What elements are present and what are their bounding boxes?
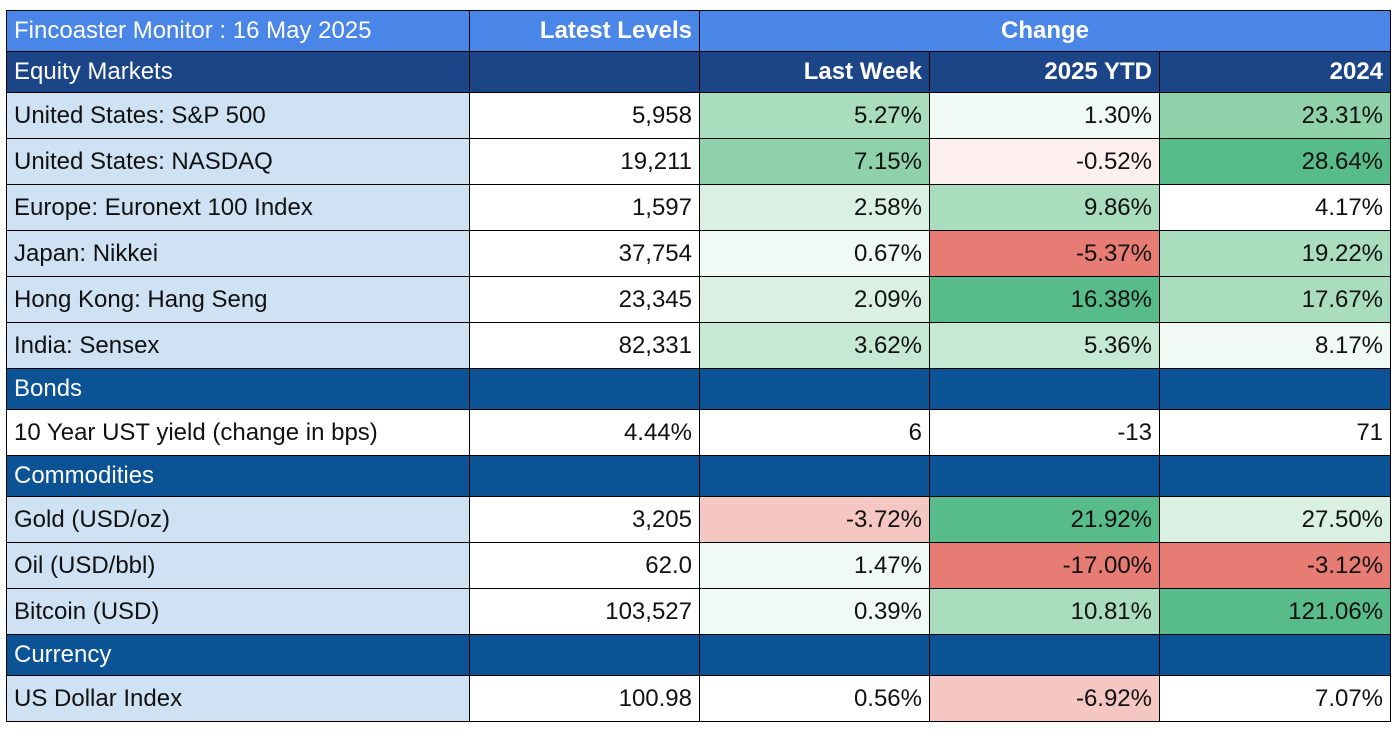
latest-level-value: 100.98 — [469, 675, 700, 722]
col-header-2024: 2024 — [1158, 51, 1392, 93]
last-week-change: 0.39% — [699, 588, 930, 635]
latest-level-value: 37,754 — [469, 230, 700, 277]
year-2024-change: 7.07% — [1158, 675, 1392, 722]
row-label: United States: NASDAQ — [6, 138, 470, 185]
row-label: Oil (USD/bbl) — [6, 542, 470, 589]
table-row: United States: NASDAQ 19,211 7.15% -0.52… — [6, 138, 1392, 185]
section-filler — [469, 455, 700, 497]
section-filler — [699, 455, 930, 497]
latest-levels-header: Latest Levels — [469, 10, 700, 52]
bonds-section-row: Bonds — [6, 368, 1392, 410]
section-filler — [469, 368, 700, 410]
row-label: Bitcoin (USD) — [6, 588, 470, 635]
row-label: India: Sensex — [6, 322, 470, 369]
row-label: Japan: Nikkei — [6, 230, 470, 277]
report-title: Fincoaster Monitor : 16 May 2025 — [6, 10, 470, 52]
ytd-change: -0.52% — [929, 138, 1160, 185]
section-bonds: Bonds — [6, 368, 470, 410]
year-2024-change: 28.64% — [1158, 138, 1392, 185]
section-filler — [1158, 455, 1392, 497]
market-monitor-table: Fincoaster Monitor : 16 May 2025 Latest … — [6, 10, 1392, 722]
latest-level-value: 3,205 — [469, 496, 700, 543]
last-week-change: 7.15% — [699, 138, 930, 185]
table-row: Hong Kong: Hang Seng 23,345 2.09% 16.38%… — [6, 276, 1392, 323]
last-week-change: 0.67% — [699, 230, 930, 277]
section-filler — [929, 455, 1160, 497]
year-2024-change: 23.31% — [1158, 92, 1392, 139]
table-row: Europe: Euronext 100 Index 1,597 2.58% 9… — [6, 184, 1392, 231]
col-header-ytd: 2025 YTD — [929, 51, 1160, 93]
table-row: Japan: Nikkei 37,754 0.67% -5.37% 19.22% — [6, 230, 1392, 277]
last-week-change: 6 — [699, 409, 930, 456]
last-week-change: 0.56% — [699, 675, 930, 722]
year-2024-change: 4.17% — [1158, 184, 1392, 231]
latest-level-value: 4.44% — [469, 409, 700, 456]
row-label: US Dollar Index — [6, 675, 470, 722]
latest-level-value: 1,597 — [469, 184, 700, 231]
year-2024-change: 27.50% — [1158, 496, 1392, 543]
latest-level-value: 5,958 — [469, 92, 700, 139]
ytd-change: 1.30% — [929, 92, 1160, 139]
col-header-last-week: Last Week — [699, 51, 930, 93]
year-2024-change: 19.22% — [1158, 230, 1392, 277]
section-filler — [929, 368, 1160, 410]
ytd-change: 5.36% — [929, 322, 1160, 369]
row-label: Hong Kong: Hang Seng — [6, 276, 470, 323]
row-label: Europe: Euronext 100 Index — [6, 184, 470, 231]
currency-section-row: Currency — [6, 634, 1392, 676]
year-2024-change: 17.67% — [1158, 276, 1392, 323]
equity-section-row: Equity Markets Last Week 2025 YTD 2024 — [6, 51, 1392, 93]
last-week-change: 2.58% — [699, 184, 930, 231]
latest-level-value: 23,345 — [469, 276, 700, 323]
ytd-change: -13 — [929, 409, 1160, 456]
row-label: United States: S&P 500 — [6, 92, 470, 139]
row-label: 10 Year UST yield (change in bps) — [6, 409, 470, 456]
latest-level-value: 62.0 — [469, 542, 700, 589]
ytd-change: -17.00% — [929, 542, 1160, 589]
table-row: India: Sensex 82,331 3.62% 5.36% 8.17% — [6, 322, 1392, 369]
table-row: Bitcoin (USD) 103,527 0.39% 10.81% 121.0… — [6, 588, 1392, 635]
table-row: US Dollar Index 100.98 0.56% -6.92% 7.07… — [6, 675, 1392, 722]
section-filler — [699, 634, 930, 676]
section-filler — [929, 634, 1160, 676]
section-filler — [1158, 368, 1392, 410]
title-row: Fincoaster Monitor : 16 May 2025 Latest … — [6, 10, 1392, 52]
row-label: Gold (USD/oz) — [6, 496, 470, 543]
table-row: Gold (USD/oz) 3,205 -3.72% 21.92% 27.50% — [6, 496, 1392, 543]
last-week-change: 5.27% — [699, 92, 930, 139]
section-filler — [1158, 634, 1392, 676]
ytd-change: 21.92% — [929, 496, 1160, 543]
section-filler — [699, 368, 930, 410]
last-week-change: 1.47% — [699, 542, 930, 589]
year-2024-change: 71 — [1158, 409, 1392, 456]
ytd-change: 9.86% — [929, 184, 1160, 231]
ytd-change: -5.37% — [929, 230, 1160, 277]
latest-level-value: 82,331 — [469, 322, 700, 369]
section-currency: Currency — [6, 634, 470, 676]
last-week-change: -3.72% — [699, 496, 930, 543]
ytd-change: 16.38% — [929, 276, 1160, 323]
year-2024-change: -3.12% — [1158, 542, 1392, 589]
latest-level-value: 19,211 — [469, 138, 700, 185]
year-2024-change: 8.17% — [1158, 322, 1392, 369]
section-commodities: Commodities — [6, 455, 470, 497]
table-row: 10 Year UST yield (change in bps) 4.44% … — [6, 409, 1392, 456]
section-equity-markets: Equity Markets — [6, 51, 470, 93]
ytd-change: 10.81% — [929, 588, 1160, 635]
commodities-section-row: Commodities — [6, 455, 1392, 497]
section-filler — [469, 51, 700, 93]
latest-level-value: 103,527 — [469, 588, 700, 635]
year-2024-change: 121.06% — [1158, 588, 1392, 635]
table-row: United States: S&P 500 5,958 5.27% 1.30%… — [6, 92, 1392, 139]
change-header: Change — [698, 10, 1392, 52]
last-week-change: 3.62% — [699, 322, 930, 369]
last-week-change: 2.09% — [699, 276, 930, 323]
section-filler — [469, 634, 700, 676]
ytd-change: -6.92% — [929, 675, 1160, 722]
table-row: Oil (USD/bbl) 62.0 1.47% -17.00% -3.12% — [6, 542, 1392, 589]
